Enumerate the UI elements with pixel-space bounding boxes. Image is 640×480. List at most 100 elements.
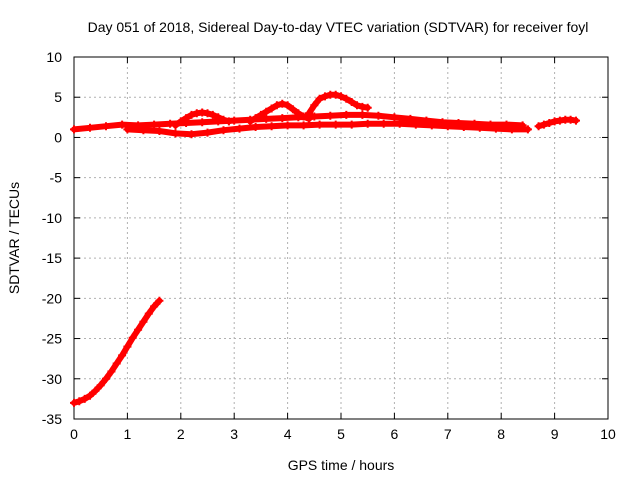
data-point [80,394,89,403]
data-point [198,118,207,127]
data-point [278,114,287,123]
data-point [363,119,372,128]
data-point [155,127,164,135]
data-point [262,114,271,123]
data-point [118,120,127,129]
data-point [507,125,516,134]
data-point [86,391,94,400]
data-point [267,122,276,131]
y-tick-label: 0 [54,129,62,145]
data-point [326,111,335,120]
data-point [171,121,180,130]
data-point [299,121,308,130]
data-point [150,302,159,311]
data-point [337,92,345,101]
data-point [203,109,212,118]
data-point [459,123,468,131]
data-point [310,112,319,121]
data-point [342,94,351,103]
y-axis-label: SDTVAR / TECUs [6,182,22,294]
data-point [534,122,543,131]
data-point [246,117,255,126]
data-point [321,92,329,101]
series-trace [71,297,163,406]
data-point [545,119,554,127]
y-tick-label: -15 [42,250,62,266]
data-point [315,94,324,103]
data-point [283,101,292,110]
data-point [310,101,319,110]
data-point [102,374,110,383]
data-point [251,123,260,131]
data-point [203,128,212,137]
data-point [118,351,127,360]
data-point [139,126,148,135]
data-point [390,113,399,122]
data-point [176,117,185,126]
data-point [155,296,164,305]
data-point [315,120,324,129]
series-bump-2.5h [171,108,233,130]
x-tick-label: 4 [284,426,292,442]
data-point [272,101,281,110]
data-point [491,124,500,133]
x-axis-label: GPS time / hours [288,457,395,473]
data-point [70,398,78,407]
data-point [96,381,105,390]
data-point [139,317,148,326]
data-point [70,125,78,134]
data-point [144,309,153,318]
data-point [128,333,137,342]
y-tick-label: -30 [42,371,62,387]
data-point [91,386,100,395]
data-point [251,114,260,123]
data-point [75,397,84,406]
y-tick-label: -20 [42,290,62,306]
data-point [299,112,308,121]
x-tick-label: 1 [124,426,132,442]
x-tick-label: 5 [337,426,345,442]
data-point [150,120,159,129]
data-point [171,129,180,138]
grid-layer [74,57,608,419]
data-point [374,111,383,120]
data-point [123,342,132,351]
data-point [539,120,548,129]
data-point [214,113,223,122]
x-tick-label: 0 [70,426,78,442]
data-point [134,325,143,334]
y-tick-label: -35 [42,411,62,427]
plot-frame [73,56,609,420]
data-point [219,115,228,124]
data-point [166,119,175,128]
data-point [572,116,580,125]
x-tick-label: 2 [177,426,185,442]
data-point [112,359,121,368]
data-point [358,110,367,119]
series-lower-trace [70,296,164,407]
data-point [208,110,217,119]
data-point [395,119,404,128]
data-point [235,124,244,133]
series-bump-4.8h [305,90,372,118]
data-layer [70,90,580,407]
data-point [363,103,372,112]
data-point [224,117,233,126]
data-point [353,101,361,110]
data-point [347,120,356,129]
data-point [86,123,94,132]
data-point [187,130,196,139]
data-point [102,122,110,131]
chart-title: Day 051 of 2018, Sidereal Day-to-day VTE… [88,19,589,35]
data-point [219,126,228,135]
x-tick-label: 7 [444,426,452,442]
data-point [347,98,356,106]
x-tick-label: 6 [391,426,399,442]
data-point [443,122,452,131]
data-point [294,109,303,118]
tick-layer: 0 1 2 3 4 5 6 7 8 9 10 10 5 0 -5 -10 -15 -20 -25 -30 -35 [42,49,616,442]
data-point [283,121,292,130]
x-tick-label: 10 [600,426,616,442]
data-point [331,90,340,99]
